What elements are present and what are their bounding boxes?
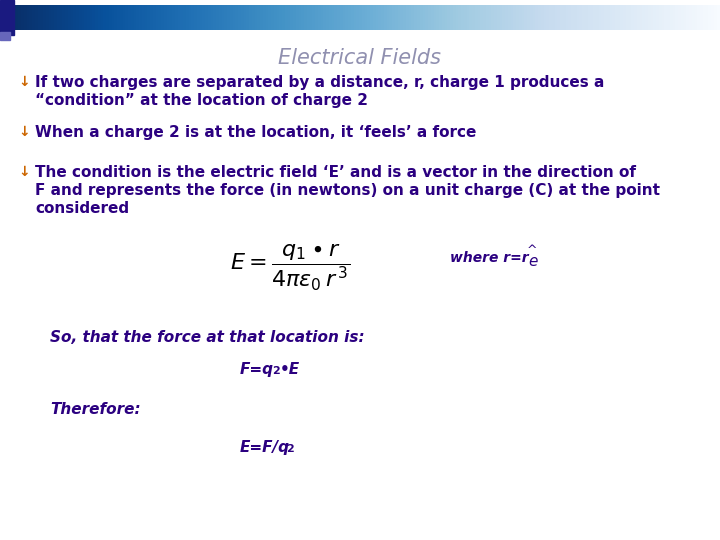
Text: where r=r: where r=r — [450, 251, 528, 265]
Text: ^: ^ — [527, 244, 538, 256]
Text: ↓: ↓ — [18, 125, 30, 139]
Text: e: e — [528, 254, 537, 269]
Text: If two charges are separated by a distance, r, charge 1 produces a: If two charges are separated by a distan… — [35, 75, 604, 90]
Text: 2: 2 — [272, 366, 280, 376]
Text: Therefore:: Therefore: — [50, 402, 140, 417]
Text: F and represents the force (in newtons) on a unit charge (C) at the point: F and represents the force (in newtons) … — [35, 183, 660, 198]
Bar — [0, 32, 10, 40]
Text: Electrical Fields: Electrical Fields — [279, 48, 441, 68]
Text: So, that the force at that location is:: So, that the force at that location is: — [50, 330, 364, 345]
Text: ↓: ↓ — [18, 165, 30, 179]
Text: The condition is the electric field ‘E’ and is a vector in the direction of: The condition is the electric field ‘E’ … — [35, 165, 636, 180]
Text: considered: considered — [35, 201, 129, 216]
Text: When a charge 2 is at the location, it ‘feels’ a force: When a charge 2 is at the location, it ‘… — [35, 125, 477, 140]
Text: 2: 2 — [286, 444, 294, 454]
Text: $E = \dfrac{q_1 \bullet r}{4\pi\varepsilon_0\, r^{\,3}}$: $E = \dfrac{q_1 \bullet r}{4\pi\varepsil… — [230, 243, 350, 293]
Bar — [0, 0, 14, 35]
Text: ↓: ↓ — [18, 75, 30, 89]
Text: “condition” at the location of charge 2: “condition” at the location of charge 2 — [35, 93, 368, 108]
Text: E=F/q: E=F/q — [240, 440, 290, 455]
Text: F=q: F=q — [240, 362, 274, 377]
Text: •E: •E — [280, 362, 300, 377]
